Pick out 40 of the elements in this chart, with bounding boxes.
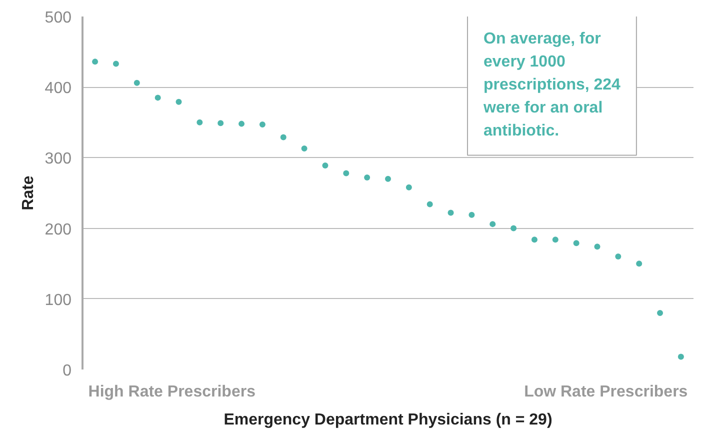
y-tick-label: 400 xyxy=(44,80,72,98)
y-axis-title: Rate xyxy=(20,176,37,210)
point xyxy=(406,184,412,190)
point xyxy=(510,225,517,232)
point xyxy=(364,174,370,180)
x-axis-title: Emergency Department Physicians (n = 29) xyxy=(224,412,552,428)
point xyxy=(426,201,433,208)
point xyxy=(176,98,182,105)
text: Low Rate Prescribers xyxy=(524,384,688,400)
point xyxy=(134,80,140,86)
y-tick-label: 300 xyxy=(44,150,72,168)
y-tick-label: 500 xyxy=(44,10,72,26)
point xyxy=(280,134,286,140)
y-tick-label: 0 xyxy=(62,362,72,380)
point xyxy=(343,170,350,176)
point xyxy=(552,236,558,243)
y-tick-label: 200 xyxy=(44,221,72,238)
annotation: On average, for every 1000 prescriptions, 224 were for an oral antibiotic. xyxy=(482,30,621,140)
point xyxy=(468,212,475,218)
point xyxy=(301,146,308,152)
point xyxy=(112,60,119,67)
point xyxy=(573,240,580,246)
point xyxy=(322,162,328,168)
point xyxy=(92,58,98,65)
text: High Rate Prescribers xyxy=(88,384,256,400)
point xyxy=(385,176,391,182)
point xyxy=(657,310,664,316)
point xyxy=(531,236,538,243)
point xyxy=(448,210,454,216)
point xyxy=(615,254,622,260)
point xyxy=(594,244,600,250)
point xyxy=(678,354,684,360)
point xyxy=(636,260,642,267)
point xyxy=(259,122,266,128)
point xyxy=(196,119,203,126)
point xyxy=(218,120,224,126)
y-tick-label: 100 xyxy=(44,292,72,309)
point xyxy=(490,221,496,228)
point xyxy=(154,94,161,101)
point xyxy=(238,120,245,127)
